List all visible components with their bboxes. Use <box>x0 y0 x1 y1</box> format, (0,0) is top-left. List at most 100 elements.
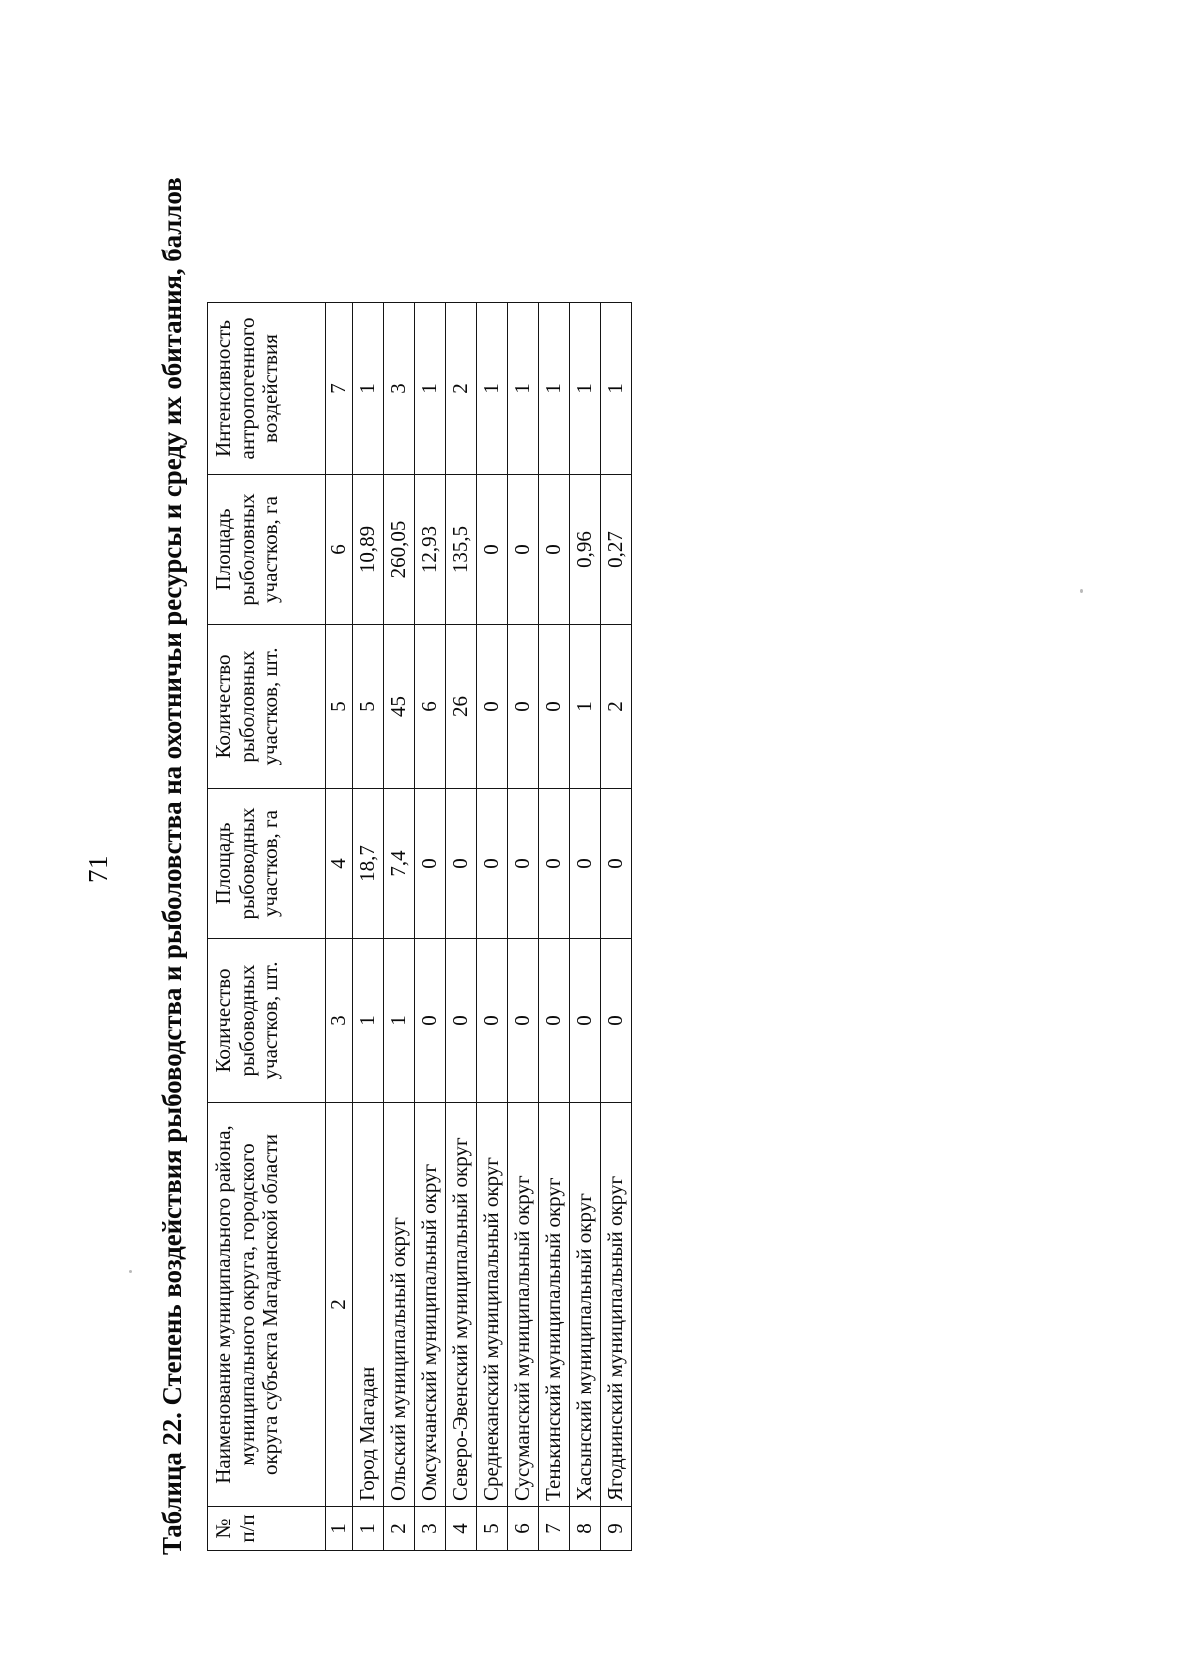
cell-fishfarm-area: 0 <box>445 788 477 938</box>
cell-fishfarm-area: 0 <box>414 788 446 938</box>
table-row: 4 Северо-Эвенский муниципальный округ 0 0 26… <box>445 302 477 1550</box>
header-line: Количество <box>211 653 235 759</box>
cell-impact-intensity: 3 <box>383 302 415 474</box>
cell-fishing-count: 0 <box>476 624 508 788</box>
cell-fishing-count: 26 <box>445 624 477 788</box>
cell-fishing-count: 0 <box>507 624 539 788</box>
table-row: 6 Сусуманский муниципальный округ 0 0 0 0 1 <box>507 302 539 1550</box>
cell-fishfarm-area: 7,4 <box>383 788 415 938</box>
table-header-cell-fishing-area: Площадь рыболовных участков, га <box>207 474 326 624</box>
cell-impact-intensity: 1 <box>476 302 508 474</box>
cell-row-number: 3 <box>414 1506 446 1550</box>
cell-fishing-count: 5 <box>352 624 384 788</box>
table-header-cell-no: № п/п <box>207 1506 326 1550</box>
table-row: 1 Город Магадан 1 18,7 5 10,89 1 <box>352 302 384 1550</box>
table-header-cell-impact-intensity: Интенсивность антропогенного воздействия <box>207 302 326 474</box>
cell-municipality-name: Ягоднинский муниципальный округ <box>600 1102 632 1506</box>
cell-fishfarm-count: 1 <box>383 938 415 1102</box>
cell-impact-intensity: 2 <box>445 302 477 474</box>
page-number: 71 <box>83 854 113 883</box>
column-number: 7 <box>325 302 353 474</box>
header-line: муниципального округа, городского <box>234 1142 259 1466</box>
table-header-cell-fishfarm-area: Площадь рыбоводных участков, га <box>207 788 326 938</box>
cell-fishing-area: 260,05 <box>383 474 415 624</box>
column-number: 1 <box>325 1506 353 1550</box>
header-line: антропогенного <box>234 317 259 459</box>
header-line: участков, га <box>258 495 283 603</box>
table-body: 1 Город Магадан 1 18,7 5 10,89 1 2 Ольский муниц… <box>352 302 632 1550</box>
header-line: п/п <box>234 1513 259 1543</box>
cell-fishing-count: 6 <box>414 624 446 788</box>
cell-fishfarm-area: 0 <box>476 788 508 938</box>
cell-fishing-area: 0,27 <box>600 474 632 624</box>
header-line: № <box>211 1517 235 1539</box>
cell-fishfarm-count: 0 <box>600 938 632 1102</box>
column-number: 2 <box>325 1102 353 1506</box>
cell-fishfarm-area: 18,7 <box>352 788 384 938</box>
cell-fishing-area: 0 <box>476 474 508 624</box>
cell-municipality-name: Город Магадан <box>352 1102 384 1506</box>
header-line: Количество <box>211 967 235 1073</box>
table-column-number-row: 1 2 3 4 5 6 7 <box>325 302 353 1550</box>
cell-fishing-area: 0 <box>538 474 570 624</box>
cell-row-number: 7 <box>538 1506 570 1550</box>
cell-fishing-count: 45 <box>383 624 415 788</box>
cell-impact-intensity: 1 <box>600 302 632 474</box>
table-row: 9 Ягоднинский муниципальный округ 0 0 2 0,27 1 <box>600 302 632 1550</box>
table-header-cell-fishing-count: Количество рыболовных участков, шт. <box>207 624 326 788</box>
cell-row-number: 6 <box>507 1506 539 1550</box>
cell-fishfarm-count: 0 <box>569 938 601 1102</box>
cell-row-number: 8 <box>569 1506 601 1550</box>
header-line: участков, га <box>258 809 283 917</box>
cell-municipality-name: Северо-Эвенский муниципальный округ <box>445 1102 477 1506</box>
column-number: 6 <box>325 474 353 624</box>
cell-row-number: 1 <box>352 1506 384 1550</box>
cell-fishfarm-count: 0 <box>538 938 570 1102</box>
cell-fishfarm-area: 0 <box>600 788 632 938</box>
cell-row-number: 4 <box>445 1506 477 1550</box>
table-header-cell-municipality: Наименование муниципального района, муни… <box>207 1102 326 1506</box>
header-line: округа субъекта Магаданской области <box>258 1133 283 1475</box>
table-header-cell-fishfarm-count: Количество рыбоводных участков, шт. <box>207 938 326 1102</box>
cell-row-number: 5 <box>476 1506 508 1550</box>
cell-fishing-area: 135,5 <box>445 474 477 624</box>
cell-fishing-area: 10,89 <box>352 474 384 624</box>
table-row: 8 Хасынский муниципальный округ 0 0 1 0,96 1 <box>569 302 601 1550</box>
table-row: 5 Среднеканский муниципальный округ 0 0 0 0 1 <box>476 302 508 1550</box>
header-line: рыбоводных <box>234 964 259 1076</box>
table-row: 3 Омсукчанский муниципальный округ 0 0 6 12,9… <box>414 302 446 1550</box>
table-header-row: № п/п Наименование муниципального района… <box>207 302 326 1550</box>
header-line: участков, шт. <box>258 647 283 765</box>
cell-fishing-count: 0 <box>538 624 570 788</box>
cell-municipality-name: Тенькинский муниципальный округ <box>538 1102 570 1506</box>
column-number: 3 <box>325 938 353 1102</box>
table-row: 2 Ольский муниципальный округ 1 7,4 45 260,05… <box>383 302 415 1550</box>
header-line: рыболовных <box>234 649 259 763</box>
cell-impact-intensity: 1 <box>414 302 446 474</box>
cell-impact-intensity: 1 <box>352 302 384 474</box>
cell-municipality-name: Сусуманский муниципальный округ <box>507 1102 539 1506</box>
cell-fishfarm-count: 0 <box>414 938 446 1102</box>
header-line: Интенсивность <box>211 319 235 457</box>
cell-impact-intensity: 1 <box>507 302 539 474</box>
impact-table: № п/п Наименование муниципального района… <box>207 302 632 1551</box>
cell-municipality-name: Омсукчанский муниципальный округ <box>414 1102 446 1506</box>
cell-fishfarm-count: 0 <box>476 938 508 1102</box>
cell-fishfarm-area: 0 <box>538 788 570 938</box>
cell-fishing-area: 0 <box>507 474 539 624</box>
cell-fishing-count: 2 <box>600 624 632 788</box>
cell-municipality-name: Среднеканский муниципальный округ <box>476 1102 508 1506</box>
cell-fishing-area: 12,93 <box>414 474 446 624</box>
cell-row-number: 9 <box>600 1506 632 1550</box>
cell-municipality-name: Хасынский муниципальный округ <box>569 1102 601 1506</box>
header-line: Площадь <box>211 508 235 590</box>
table-row: 7 Тенькинский муниципальный округ 0 0 0 0 1 <box>538 302 570 1550</box>
header-line: Наименование муниципального района, <box>211 1124 235 1484</box>
cell-municipality-name: Ольский муниципальный округ <box>383 1102 415 1506</box>
document-page: 71 Таблица 22. Степень воздействия рыбов… <box>83 93 1105 1573</box>
cell-fishing-area: 0,96 <box>569 474 601 624</box>
cell-impact-intensity: 1 <box>538 302 570 474</box>
cell-row-number: 2 <box>383 1506 415 1550</box>
cell-fishfarm-area: 0 <box>507 788 539 938</box>
